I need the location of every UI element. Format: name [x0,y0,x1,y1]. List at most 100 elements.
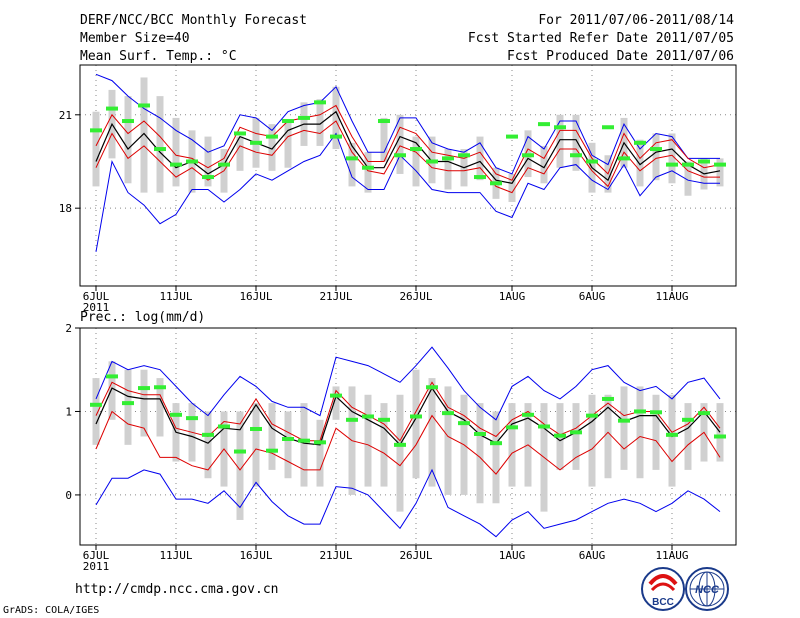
observed-marker [250,426,262,431]
footer-url[interactable]: http://cmdp.ncc.cma.gov.cn [75,582,279,597]
observed-marker [410,147,422,152]
spread-box [172,117,180,187]
member-size: Member Size=40 [80,31,190,46]
spread-box [348,142,356,187]
observed-marker [218,162,230,167]
series-min-line [95,132,720,252]
observed-marker [186,416,198,421]
spread-box [396,394,404,512]
observed-marker [634,140,646,145]
spread-box [284,411,292,479]
observed-marker [458,421,470,426]
observed-marker [170,162,182,167]
spread-box [124,369,132,445]
spread-box [428,378,436,487]
bcc-logo-text: BCC [652,597,674,608]
x-tick-label: 1AUG [499,290,526,303]
x-tick-label: 21JUL [319,549,352,562]
observed-marker [490,181,502,186]
spread-box [652,133,660,181]
x-tick-label: 16JUL [239,290,272,303]
observed-marker [682,417,694,422]
observed-marker [394,153,406,158]
forecast-produced: Fcst Produced Date 2011/07/06 [507,49,734,64]
observed-marker [266,448,278,453]
series-max-line [95,346,721,421]
x-tick-label: 6AUG [579,290,606,303]
observed-marker [314,440,326,445]
observed-marker [122,119,134,124]
observed-marker [106,106,118,111]
observed-marker [426,385,438,390]
spread-box [236,136,244,171]
spread-box [156,378,164,437]
spread-box [476,136,484,181]
spread-box [124,96,132,184]
grads-credit: GrADS: COLA/IGES [3,605,100,616]
observed-marker [90,128,102,133]
spread-box [444,149,452,190]
x-tick-label: 26JUL [399,549,432,562]
observed-marker [362,414,374,419]
x-tick-label: 11JUL [159,549,192,562]
x-tick-label: 16JUL [239,549,272,562]
spread-box [508,173,516,202]
observed-marker [426,159,438,164]
spread-box [268,124,276,171]
observed-marker [106,374,118,379]
series-lower-line [95,120,720,194]
spread-box [140,77,148,193]
observed-marker [202,432,214,437]
observed-marker [554,125,566,130]
observed-marker [442,156,454,161]
spread-box [556,114,564,168]
observed-marker [282,119,294,124]
spread-box [332,386,340,420]
spread-box [476,403,484,504]
observed-marker [522,412,534,417]
series-upper-line [95,104,721,181]
spread-box [572,114,580,171]
spread-box [412,136,420,187]
observed-marker [586,159,598,164]
spread-box [252,403,260,487]
spread-box [300,403,308,487]
observed-marker [570,430,582,435]
observed-marker [570,153,582,158]
observed-marker [330,134,342,139]
series-upper-line [95,381,721,442]
spread-box [316,419,324,487]
spread-box [236,411,244,520]
observed-marker [90,402,102,407]
spread-box [380,117,388,162]
series-lower-line [95,410,721,475]
spread-box [268,403,276,470]
x-tick-year-label: 2011 [83,560,110,573]
observed-marker [250,140,262,145]
observed-marker [282,437,294,442]
ncc-logo-text: NCC [695,584,720,596]
observed-marker [202,175,214,180]
observed-marker [714,162,726,167]
x-tick-label: 26JUL [399,290,432,303]
spread-box [684,403,692,470]
spread-box [396,114,404,174]
chart-title: DERF/NCC/BCC Monthly Forecast [80,13,307,28]
observed-marker [698,411,710,416]
observed-marker [218,424,230,429]
variable-label: Mean Surf. Temp.: °C [80,49,237,64]
observed-marker [666,162,678,167]
spread-box [92,111,100,187]
spread-box [412,369,420,479]
observed-marker [170,412,182,417]
forecast-period: For 2011/07/06-2011/08/14 [538,13,734,28]
series-max-line [95,73,720,175]
series-mean-line [95,110,721,184]
spread-box [668,394,676,487]
series-min-line [95,468,721,538]
spread-box [364,152,372,193]
y-tick-label: 0 [65,489,72,502]
spread-box [604,394,612,479]
